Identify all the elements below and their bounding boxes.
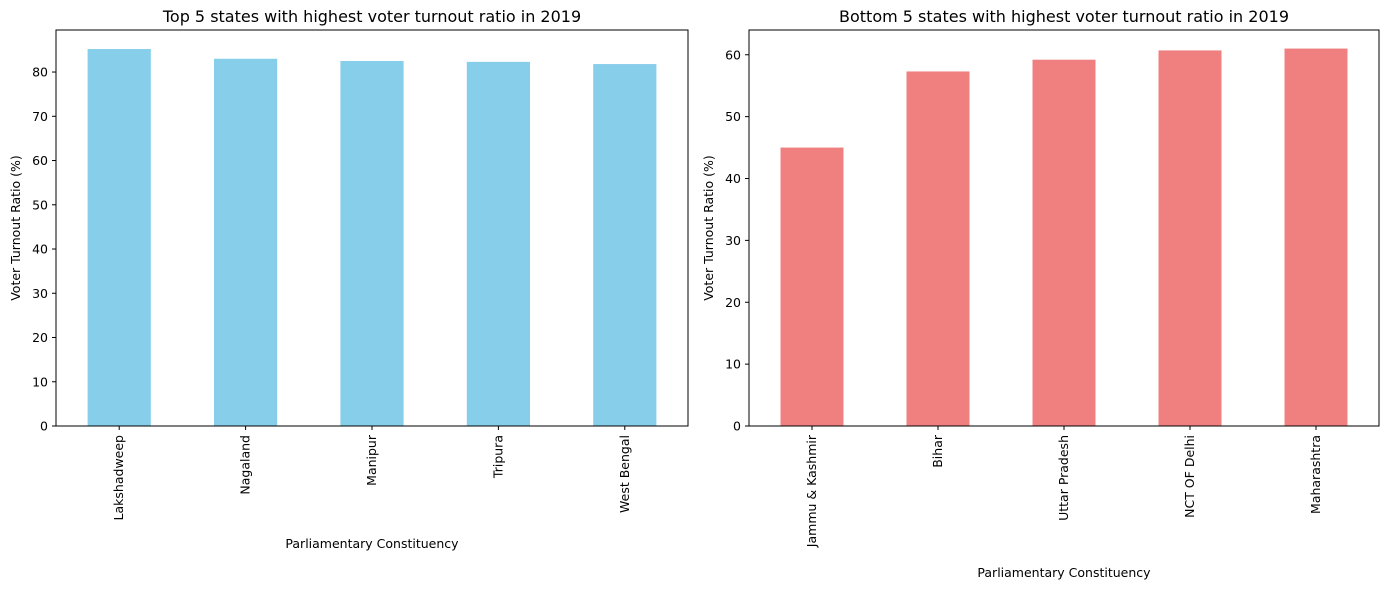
x-tick-label: Maharashtra — [1308, 435, 1323, 514]
y-tick-label: 70 — [32, 109, 48, 124]
y-tick-label: 40 — [32, 242, 48, 257]
bar — [466, 61, 530, 426]
x-tick-label: Tripura — [490, 435, 505, 479]
y-tick-label: 20 — [32, 330, 48, 345]
bar — [780, 147, 844, 426]
bar — [593, 64, 657, 426]
y-tick-label: 20 — [725, 295, 741, 310]
y-tick-label: 0 — [733, 419, 741, 434]
y-tick-label: 80 — [32, 65, 48, 80]
y-tick-label: 60 — [32, 153, 48, 168]
bars — [87, 49, 657, 427]
y-ticks: 0 10 20 30 40 50 60 70 80 — [32, 65, 56, 434]
x-ticks: Jammu & Kashmir Bihar Uttar Pradesh NCT OF … — [804, 426, 1323, 548]
chart-title: Top 5 states with highest voter turnout … — [162, 7, 581, 26]
x-tick-label: Nagaland — [238, 435, 253, 495]
bar — [87, 49, 151, 427]
bar — [906, 71, 970, 427]
bar — [1158, 50, 1222, 426]
y-tick-label: 60 — [725, 47, 741, 62]
x-tick-label: Uttar Pradesh — [1056, 435, 1071, 521]
x-tick-label: Manipur — [364, 434, 379, 486]
y-tick-label: 0 — [40, 419, 48, 434]
chart-title: Bottom 5 states with highest voter turno… — [839, 7, 1289, 26]
x-tick-label: Bihar — [930, 434, 945, 468]
y-axis-label: Voter Turnout Ratio (%) — [8, 155, 23, 301]
bar — [1284, 48, 1348, 426]
x-tick-label: NCT OF Delhi — [1182, 435, 1197, 518]
y-axis-label: Voter Turnout Ratio (%) — [701, 155, 716, 301]
x-tick-label: Jammu & Kashmir — [804, 434, 819, 548]
x-axis-label: Parliamentary Constituency — [285, 536, 459, 551]
x-tick-label: Lakshadweep — [111, 435, 126, 520]
bar — [214, 58, 278, 427]
y-tick-label: 30 — [32, 286, 48, 301]
bars — [780, 48, 1348, 427]
bar — [340, 60, 404, 426]
y-ticks: 0 10 20 30 40 50 60 — [725, 47, 749, 434]
x-tick-label: West Bengal — [617, 435, 632, 513]
y-tick-label: 30 — [725, 233, 741, 248]
x-ticks: Lakshadweep Nagaland Manipur Tripura West Be… — [111, 426, 632, 520]
y-tick-label: 40 — [725, 171, 741, 186]
plot-frame — [55, 29, 689, 427]
y-tick-label: 50 — [725, 109, 741, 124]
x-axis-label: Parliamentary Constituency — [977, 565, 1151, 580]
chart-top-5: Top 5 states with highest voter turnout … — [8, 7, 689, 551]
bar — [1032, 59, 1096, 426]
chart-bottom-5: Bottom 5 states with highest voter turno… — [701, 7, 1380, 580]
y-tick-label: 10 — [32, 374, 48, 389]
plot-frame — [748, 29, 1380, 427]
y-tick-label: 50 — [32, 197, 48, 212]
y-tick-label: 10 — [725, 357, 741, 372]
